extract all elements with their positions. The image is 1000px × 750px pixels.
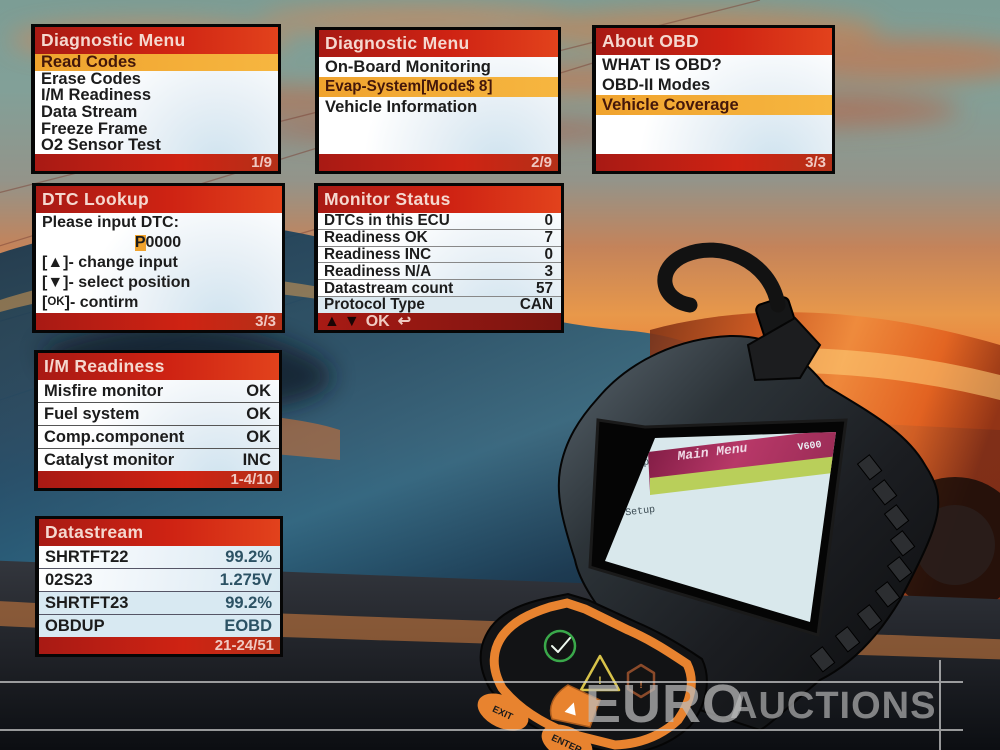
svg-text:AUCTIONS: AUCTIONS [730,685,936,727]
svg-text:EURO: EURO [585,674,745,734]
